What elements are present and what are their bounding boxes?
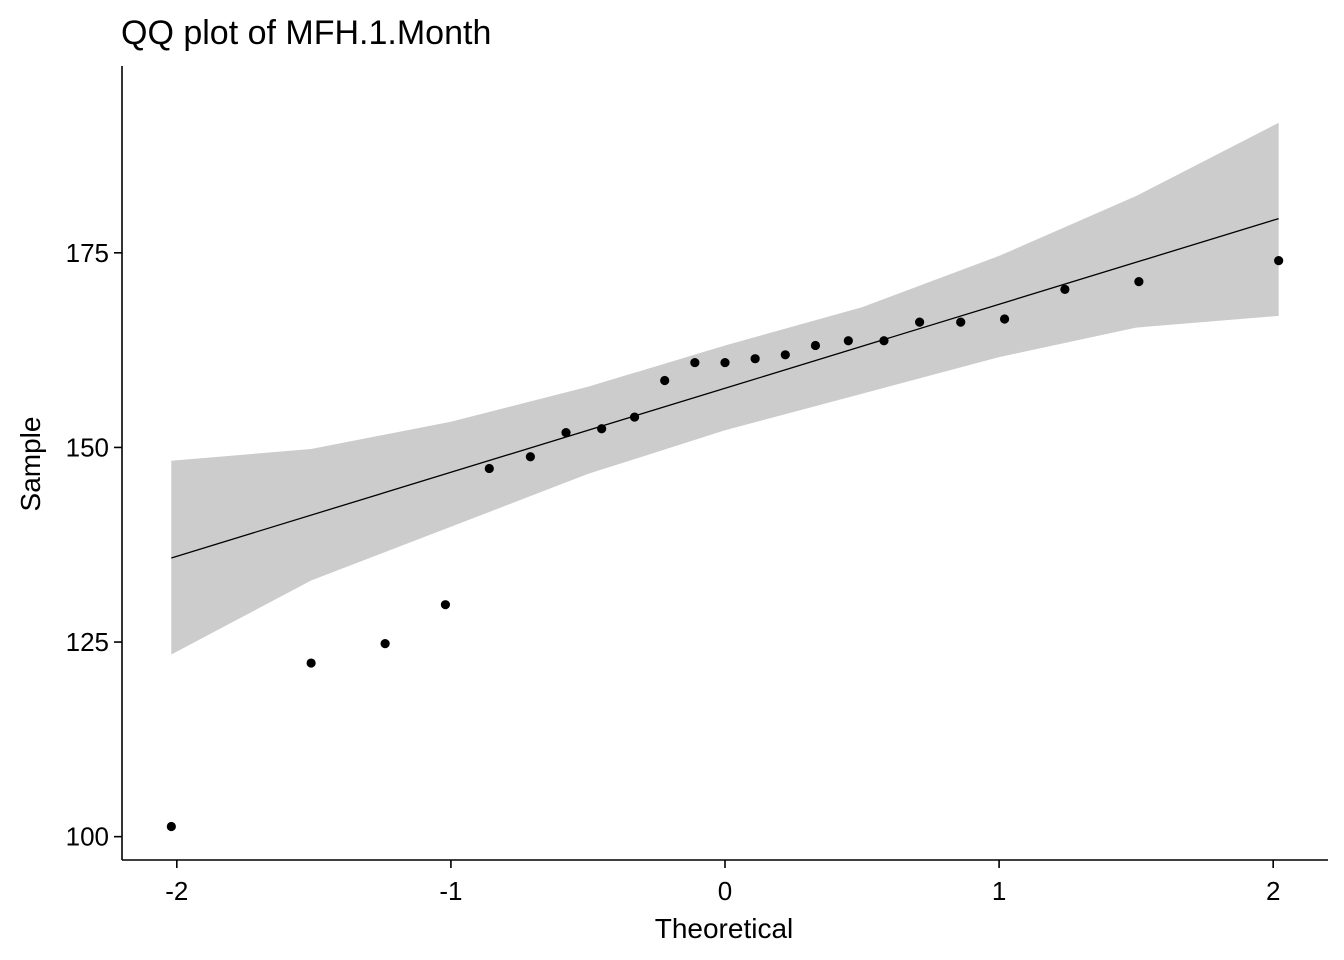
data-point [750,354,760,364]
data-point [843,336,853,346]
chart-title: QQ plot of MFH.1.Month [121,14,491,52]
data-point [810,340,821,351]
data-point [660,375,670,386]
y-tick-label: 125 [66,627,109,657]
data-point [956,317,966,327]
reference-line-layer [171,217,1279,559]
data-point [525,452,535,462]
data-point [380,638,390,649]
x-tick-label: -2 [165,876,188,906]
data-point [720,357,730,368]
reference-line [171,217,1279,559]
data-point [629,412,640,422]
data-point [1274,256,1284,266]
data-points-layer [166,256,1284,832]
data-point [597,424,607,434]
data-point [879,336,889,346]
data-point [166,821,176,832]
data-point [440,600,451,610]
data-point [915,317,925,327]
y-tick-label: 150 [66,432,109,462]
x-tick-label: 1 [992,876,1006,906]
data-point [780,350,790,360]
data-point [1134,277,1144,287]
y-tick-label: 175 [66,238,109,268]
x-tick-label: 0 [718,876,732,906]
data-point [999,314,1010,324]
data-point [484,463,494,474]
data-point [1060,284,1070,295]
x-axis-title: Theoretical [655,913,794,944]
y-tick-label: 100 [66,822,109,852]
y-axis-title: Sample [15,417,46,512]
data-point [690,357,700,368]
data-point [306,658,316,668]
x-tick-label: -1 [439,876,462,906]
x-tick-label: 2 [1266,876,1280,906]
axes-layer: -2 -1 0 1 2 100 125 150 175 [66,66,1328,906]
data-point [561,428,571,438]
